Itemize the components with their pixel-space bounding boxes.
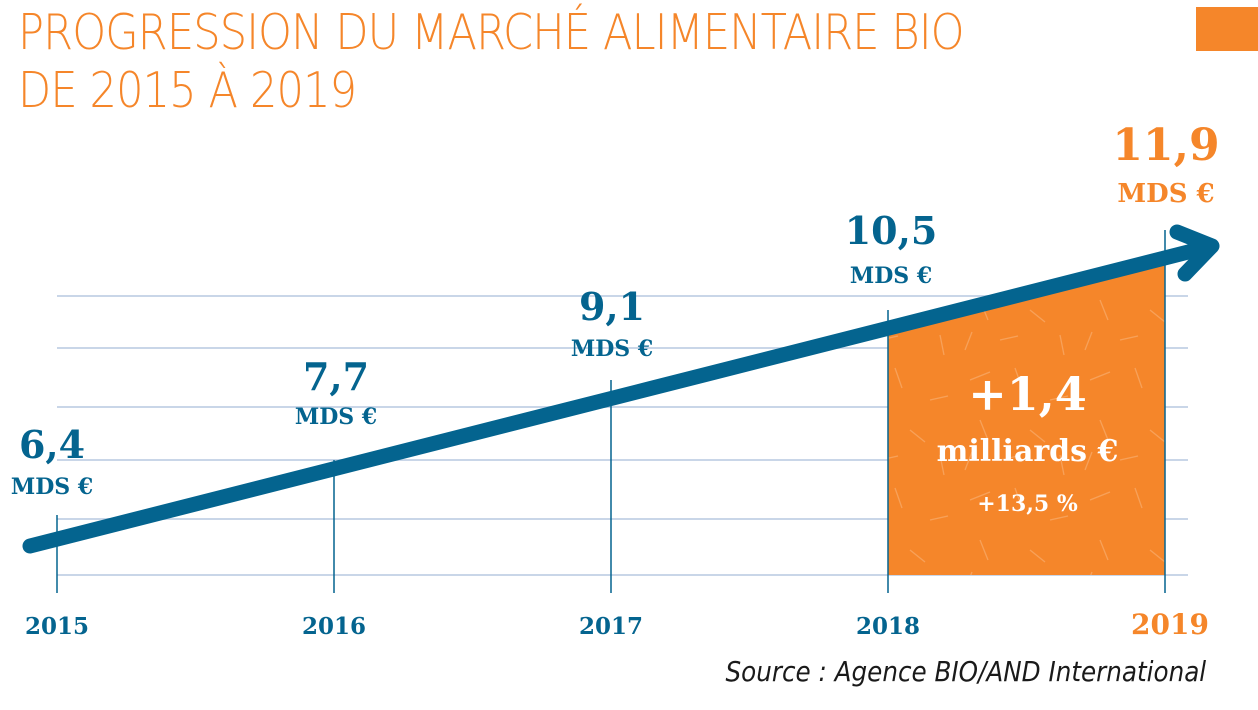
value-label-2016: 7,7 <box>303 354 369 399</box>
highlight-delta-value: +1,4 <box>968 367 1087 421</box>
x-tick-label-2018: 2018 <box>856 613 920 640</box>
value-label-2018: 10,5 <box>845 208 938 253</box>
x-tick-label-2017: 2017 <box>579 613 643 640</box>
value-label-2019: 11,9 <box>1112 120 1219 171</box>
x-tick-label-2015: 2015 <box>25 613 89 640</box>
value-label-2017: 9,1 <box>579 284 645 329</box>
trend-arrow-head <box>1169 224 1220 282</box>
highlight-delta-unit: milliards € <box>937 434 1119 469</box>
unit-label-2016: MDS € <box>295 404 377 430</box>
x-tick-label-2019: 2019 <box>1131 608 1209 641</box>
highlight-texture <box>888 264 1165 575</box>
unit-label-2019: MDS € <box>1117 179 1214 209</box>
chart-title-line1: PROGRESSION DU MARCHÉ ALIMENTAIRE BIO <box>18 4 965 61</box>
chart-title-line2: DE 2015 À 2019 <box>18 62 357 119</box>
chart-title: PROGRESSION DU MARCHÉ ALIMENTAIRE BIO DE… <box>18 4 965 120</box>
unit-label-2015: MDS € <box>11 474 93 500</box>
trend-line <box>22 240 1212 554</box>
value-label-2015: 6,4 <box>19 422 85 467</box>
unit-label-2017: MDS € <box>571 336 653 362</box>
unit-label-2018: MDS € <box>850 263 932 289</box>
x-tick-label-2016: 2016 <box>302 613 366 640</box>
source-note: Source : Agence BIO/AND International <box>725 655 1206 688</box>
title-square-decoration <box>1196 7 1258 51</box>
highlight-percent: +13,5 % <box>977 491 1078 517</box>
